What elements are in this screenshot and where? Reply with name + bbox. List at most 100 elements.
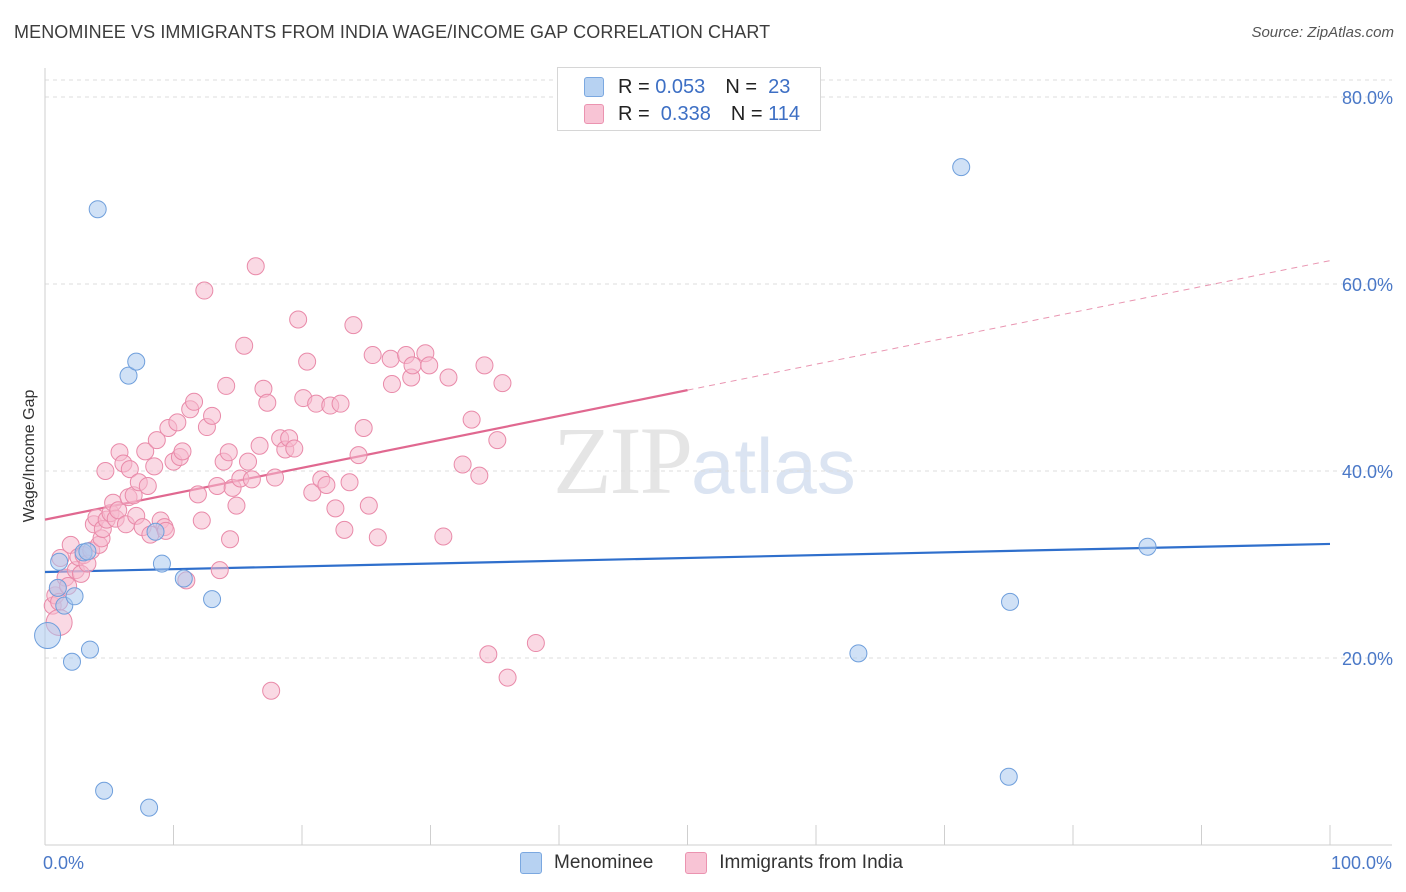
india-point <box>208 476 227 495</box>
india-point <box>354 418 373 437</box>
india-point <box>258 393 277 412</box>
india-point <box>359 496 378 515</box>
y-tick-label: 60.0% <box>1342 275 1393 295</box>
legend-r-value: 0.338 <box>655 102 711 125</box>
legend-swatch-india <box>584 104 604 124</box>
india-point <box>381 349 400 368</box>
india-point <box>434 527 453 546</box>
y-axis-title: Wage/Income Gap <box>21 390 38 523</box>
india-point <box>188 485 207 504</box>
y-tick-label: 20.0% <box>1342 649 1393 669</box>
legend-n-label: N = <box>725 75 757 98</box>
menominee-point <box>140 798 159 817</box>
india-point <box>439 368 458 387</box>
india-point <box>250 436 269 455</box>
grid-lines <box>45 79 1392 659</box>
menominee-point <box>952 158 971 177</box>
india-points <box>43 257 545 700</box>
menominee-point <box>34 622 62 650</box>
india-point <box>420 356 439 375</box>
menominee-point <box>999 767 1018 786</box>
menominee-point <box>65 587 84 606</box>
india-point <box>227 496 246 515</box>
trend-line-menominee <box>44 542 1331 574</box>
menominee-point <box>203 590 222 609</box>
menominee-point <box>127 352 146 371</box>
india-point <box>195 281 214 300</box>
legend-row-india: R = 0.338 N = 114 <box>584 102 800 126</box>
india-point <box>470 466 489 485</box>
legend-r-value: 0.053 <box>655 75 706 98</box>
india-point <box>242 470 261 489</box>
legend-swatch-india <box>685 852 708 874</box>
menominee-point <box>849 644 868 663</box>
india-point <box>493 374 512 393</box>
india-point <box>210 561 229 580</box>
menominee-point <box>1001 592 1020 611</box>
india-point <box>326 499 345 518</box>
india-point <box>331 394 350 413</box>
india-point <box>298 352 317 371</box>
india-point <box>262 681 281 700</box>
india-point <box>340 473 359 492</box>
india-point <box>498 668 517 687</box>
india-point <box>138 476 157 495</box>
india-point <box>147 431 166 450</box>
chart-title: MENOMINEE VS IMMIGRANTS FROM INDIA WAGE/… <box>14 22 771 42</box>
series-legend: Menominee Immigrants from India <box>520 852 935 874</box>
legend-n-value: 114 <box>768 102 800 125</box>
india-point <box>363 346 382 365</box>
legend-n-value: 23 <box>762 75 791 98</box>
india-point <box>285 439 304 458</box>
india-point <box>192 511 211 530</box>
menominee-point <box>50 552 69 571</box>
india-point <box>462 410 481 429</box>
india-point <box>488 431 507 450</box>
axis-labels: 20.0% 40.0% 60.0% 80.0% 0.0% 100.0% Wage/Incom… <box>21 88 1393 873</box>
india-point <box>335 520 354 539</box>
india-point <box>168 413 187 432</box>
india-point <box>303 483 322 502</box>
legend-label-menominee: Menominee <box>554 852 654 873</box>
india-point <box>246 257 265 276</box>
menominee-points <box>34 158 1157 817</box>
trend-line-dashed-india <box>687 260 1331 391</box>
india-point <box>317 476 336 495</box>
chart-source: Source: ZipAtlas.com <box>1251 24 1394 41</box>
legend-item-menominee: Menominee <box>520 852 653 874</box>
india-point <box>173 442 192 461</box>
india-point <box>185 392 204 411</box>
legend-r-label: R = <box>618 102 650 125</box>
india-point <box>145 457 164 476</box>
watermark-zip: ZIP <box>553 407 693 514</box>
menominee-point <box>1138 537 1157 556</box>
menominee-point <box>152 554 171 573</box>
india-point <box>203 406 222 425</box>
axes <box>44 68 1392 846</box>
legend-item-india: Immigrants from India <box>685 852 903 874</box>
menominee-point <box>119 366 138 385</box>
y-tick-label: 80.0% <box>1342 88 1393 108</box>
stats-legend: R = 0.053 N = 23 R = 0.338 N = 114 <box>557 67 821 131</box>
menominee-point <box>146 522 165 541</box>
x-tick-label: 0.0% <box>43 853 84 873</box>
india-point <box>96 462 115 480</box>
india-point <box>109 501 128 520</box>
legend-row-menominee: R = 0.053 N = 23 <box>584 75 790 99</box>
legend-label-india: Immigrants from India <box>719 852 904 873</box>
watermark: ZIPatlas <box>553 405 856 516</box>
x-tick-label: 100.0% <box>1331 853 1392 873</box>
india-point <box>526 634 545 653</box>
watermark-atlas: atlas <box>691 422 856 510</box>
india-point <box>289 310 308 329</box>
india-point <box>266 468 285 487</box>
menominee-point <box>80 640 99 659</box>
india-point <box>479 645 498 664</box>
india-point <box>403 356 422 375</box>
india-point <box>217 376 236 395</box>
india-point <box>136 442 155 461</box>
india-point <box>239 452 258 471</box>
menominee-point <box>95 781 114 800</box>
india-point <box>475 356 494 375</box>
india-point <box>221 530 240 549</box>
